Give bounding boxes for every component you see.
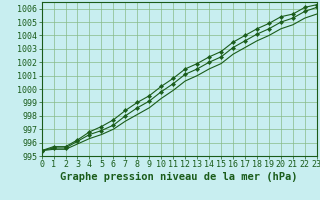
X-axis label: Graphe pression niveau de la mer (hPa): Graphe pression niveau de la mer (hPa) <box>60 172 298 182</box>
